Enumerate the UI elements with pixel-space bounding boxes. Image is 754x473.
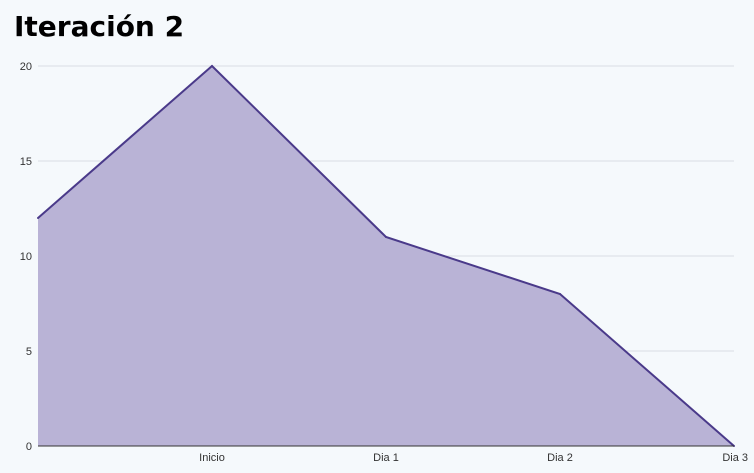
y-tick-label: 10	[20, 251, 32, 263]
area-fill	[38, 66, 734, 446]
x-tick-label: Dia 1	[373, 452, 399, 464]
y-tick-label: 20	[20, 61, 32, 73]
y-tick-label: 15	[20, 156, 32, 168]
x-tick-label: Inicio	[199, 452, 225, 464]
data-point	[37, 217, 39, 219]
data-point	[211, 65, 213, 67]
x-tick-label: Dia 3	[722, 452, 748, 464]
chart-title: Iteración 2	[14, 10, 185, 43]
y-tick-labels: 0 5 10 15 20	[20, 61, 32, 453]
x-tick-labels: Inicio Dia 1 Dia 2 Dia 3	[199, 452, 748, 464]
data-point	[559, 293, 561, 295]
data-point	[385, 236, 387, 238]
y-tick-label: 0	[26, 441, 32, 453]
y-tick-label: 5	[26, 346, 32, 358]
x-tick-label: Dia 2	[547, 452, 573, 464]
